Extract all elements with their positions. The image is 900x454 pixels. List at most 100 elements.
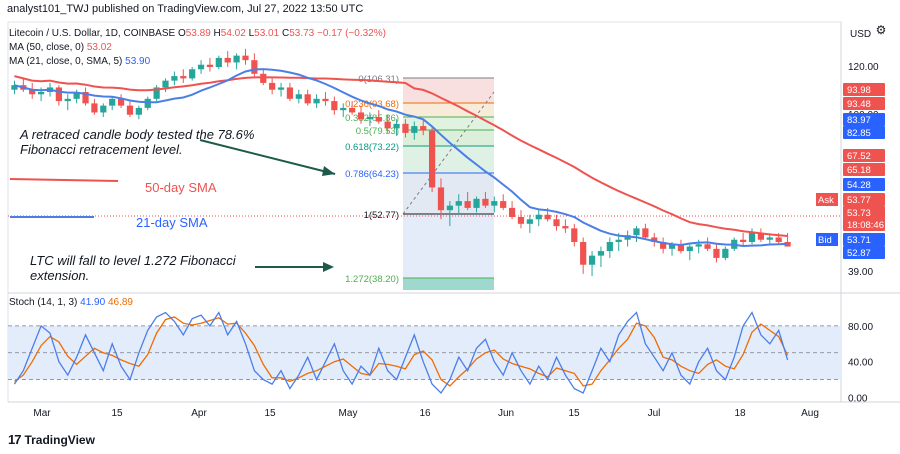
candle-body	[73, 92, 80, 99]
price-tag-value: 18:08:46	[847, 220, 884, 231]
candle-body	[740, 239, 747, 242]
candle-body	[411, 126, 418, 133]
price-tag	[843, 178, 885, 191]
candle-body	[482, 198, 489, 206]
price-tag-value: 82.85	[847, 128, 871, 139]
candle-body	[526, 219, 533, 224]
candle-body	[29, 89, 36, 95]
ma21-value: 53.90	[125, 56, 151, 67]
candle-body	[633, 228, 640, 236]
candle-body	[349, 107, 356, 113]
candle-body	[322, 98, 329, 102]
fib-level-label: 0.5(79.53)	[356, 126, 399, 137]
candle-body	[446, 205, 453, 211]
candle-body	[428, 130, 436, 188]
candle-body	[64, 98, 71, 102]
candle-body	[571, 228, 578, 242]
price-tag-value: 93.48	[847, 99, 871, 110]
ma21-line[interactable]: MA (21, close, 0, SMA, 5) 53.90	[9, 55, 386, 69]
chart-legend: Litecoin / U.S. Dollar, 1D, COINBASE O 53…	[9, 27, 386, 69]
candle-body	[11, 85, 18, 90]
price-axis-label: 120.00	[848, 62, 879, 73]
price-tag-value: 52.87	[847, 248, 871, 259]
time-axis-label: Aug	[801, 408, 819, 419]
candle-body	[642, 228, 649, 238]
candle-body	[393, 123, 400, 129]
time-axis-label: 15	[264, 408, 276, 419]
fib-level-label: 0.786(64.23)	[345, 169, 399, 180]
candle-body	[668, 244, 676, 249]
price-tag	[843, 163, 885, 176]
annotation-line: extension.	[30, 268, 90, 283]
open-label: O	[177, 28, 186, 39]
candle-body	[91, 103, 98, 113]
candle-body	[224, 57, 231, 63]
close-value: 53.73	[289, 28, 315, 39]
candle-body	[660, 242, 667, 249]
ma50-label: MA (50, close, 0)	[9, 42, 85, 53]
time-axis-label: May	[339, 408, 358, 419]
symbol-name: Litecoin / U.S. Dollar, 1D, COINBASE	[9, 28, 176, 39]
candle-body	[775, 237, 782, 242]
candle-body	[286, 87, 294, 99]
candle-body	[677, 244, 685, 252]
candle-body	[357, 112, 365, 120]
candle-body	[722, 248, 729, 258]
candle-body	[100, 105, 107, 113]
price-tag-value: 93.98	[847, 85, 871, 96]
candle-body	[117, 98, 125, 106]
fib-zone	[403, 78, 494, 103]
candle-body	[340, 107, 347, 111]
time-axis-label: Mar	[33, 408, 51, 419]
fib-zone	[403, 103, 494, 117]
annotation-ltc-fall: LTC will fall to level 1.272 Fibonacci e…	[30, 253, 236, 283]
gear-icon[interactable]: ⚙	[875, 23, 887, 37]
currency-label: USD	[850, 29, 872, 40]
time-axis-label: Jul	[648, 408, 661, 419]
tradingview-logo-icon: 17	[8, 432, 22, 447]
candle-body	[553, 219, 560, 227]
close-label: C	[281, 28, 290, 39]
candle-body	[313, 98, 320, 104]
stoch-axis-label: 0.00	[848, 394, 868, 405]
candle-body	[491, 201, 498, 206]
candle-body	[162, 80, 169, 88]
candle-body	[748, 232, 756, 242]
candle-body	[464, 201, 471, 208]
candle-body	[402, 123, 409, 133]
annotation-sma21: 21-day SMA	[136, 215, 208, 230]
high-label: H	[213, 28, 221, 39]
candle-body	[215, 57, 222, 67]
annotation-line: A retraced candle body tested the 78.6%	[20, 127, 255, 142]
price-tag-value: 67.52	[847, 151, 871, 162]
candle-body	[171, 76, 178, 81]
ma50-line[interactable]: MA (50, close, 0) 53.02	[9, 41, 386, 55]
low-label: L	[248, 28, 255, 39]
sma50-line	[14, 75, 788, 237]
stoch-legend[interactable]: Stoch (14, 1, 3) 41.90 46.89	[9, 297, 133, 308]
tradingview-footer[interactable]: 17 TradingView	[8, 432, 95, 447]
change-value: −0.17 (−0.32%)	[317, 28, 386, 39]
price-tag-side-label	[816, 233, 838, 246]
candle-body	[455, 201, 462, 206]
candle-body	[588, 255, 596, 265]
time-axis-label: Apr	[191, 408, 207, 419]
price-axis-label: 39.00	[848, 267, 873, 278]
candle-body	[109, 98, 116, 106]
price-tag	[843, 113, 885, 126]
candle-body	[500, 201, 507, 208]
fib-trend-line	[402, 91, 495, 215]
candle-body	[757, 232, 765, 240]
price-tag	[843, 83, 885, 96]
price-tag-value: 65.18	[847, 165, 871, 176]
price-tag-value: 54.28	[847, 180, 871, 191]
stoch-axis-label: 40.00	[848, 358, 873, 369]
ma50-value: 53.02	[86, 42, 112, 53]
price-tag-value: 53.71	[847, 235, 871, 246]
candle-body	[375, 117, 382, 122]
candle-body	[242, 55, 249, 61]
stoch-label: Stoch (14, 1, 3)	[9, 297, 78, 308]
fib-zone	[403, 146, 494, 173]
candle-body	[206, 64, 214, 67]
